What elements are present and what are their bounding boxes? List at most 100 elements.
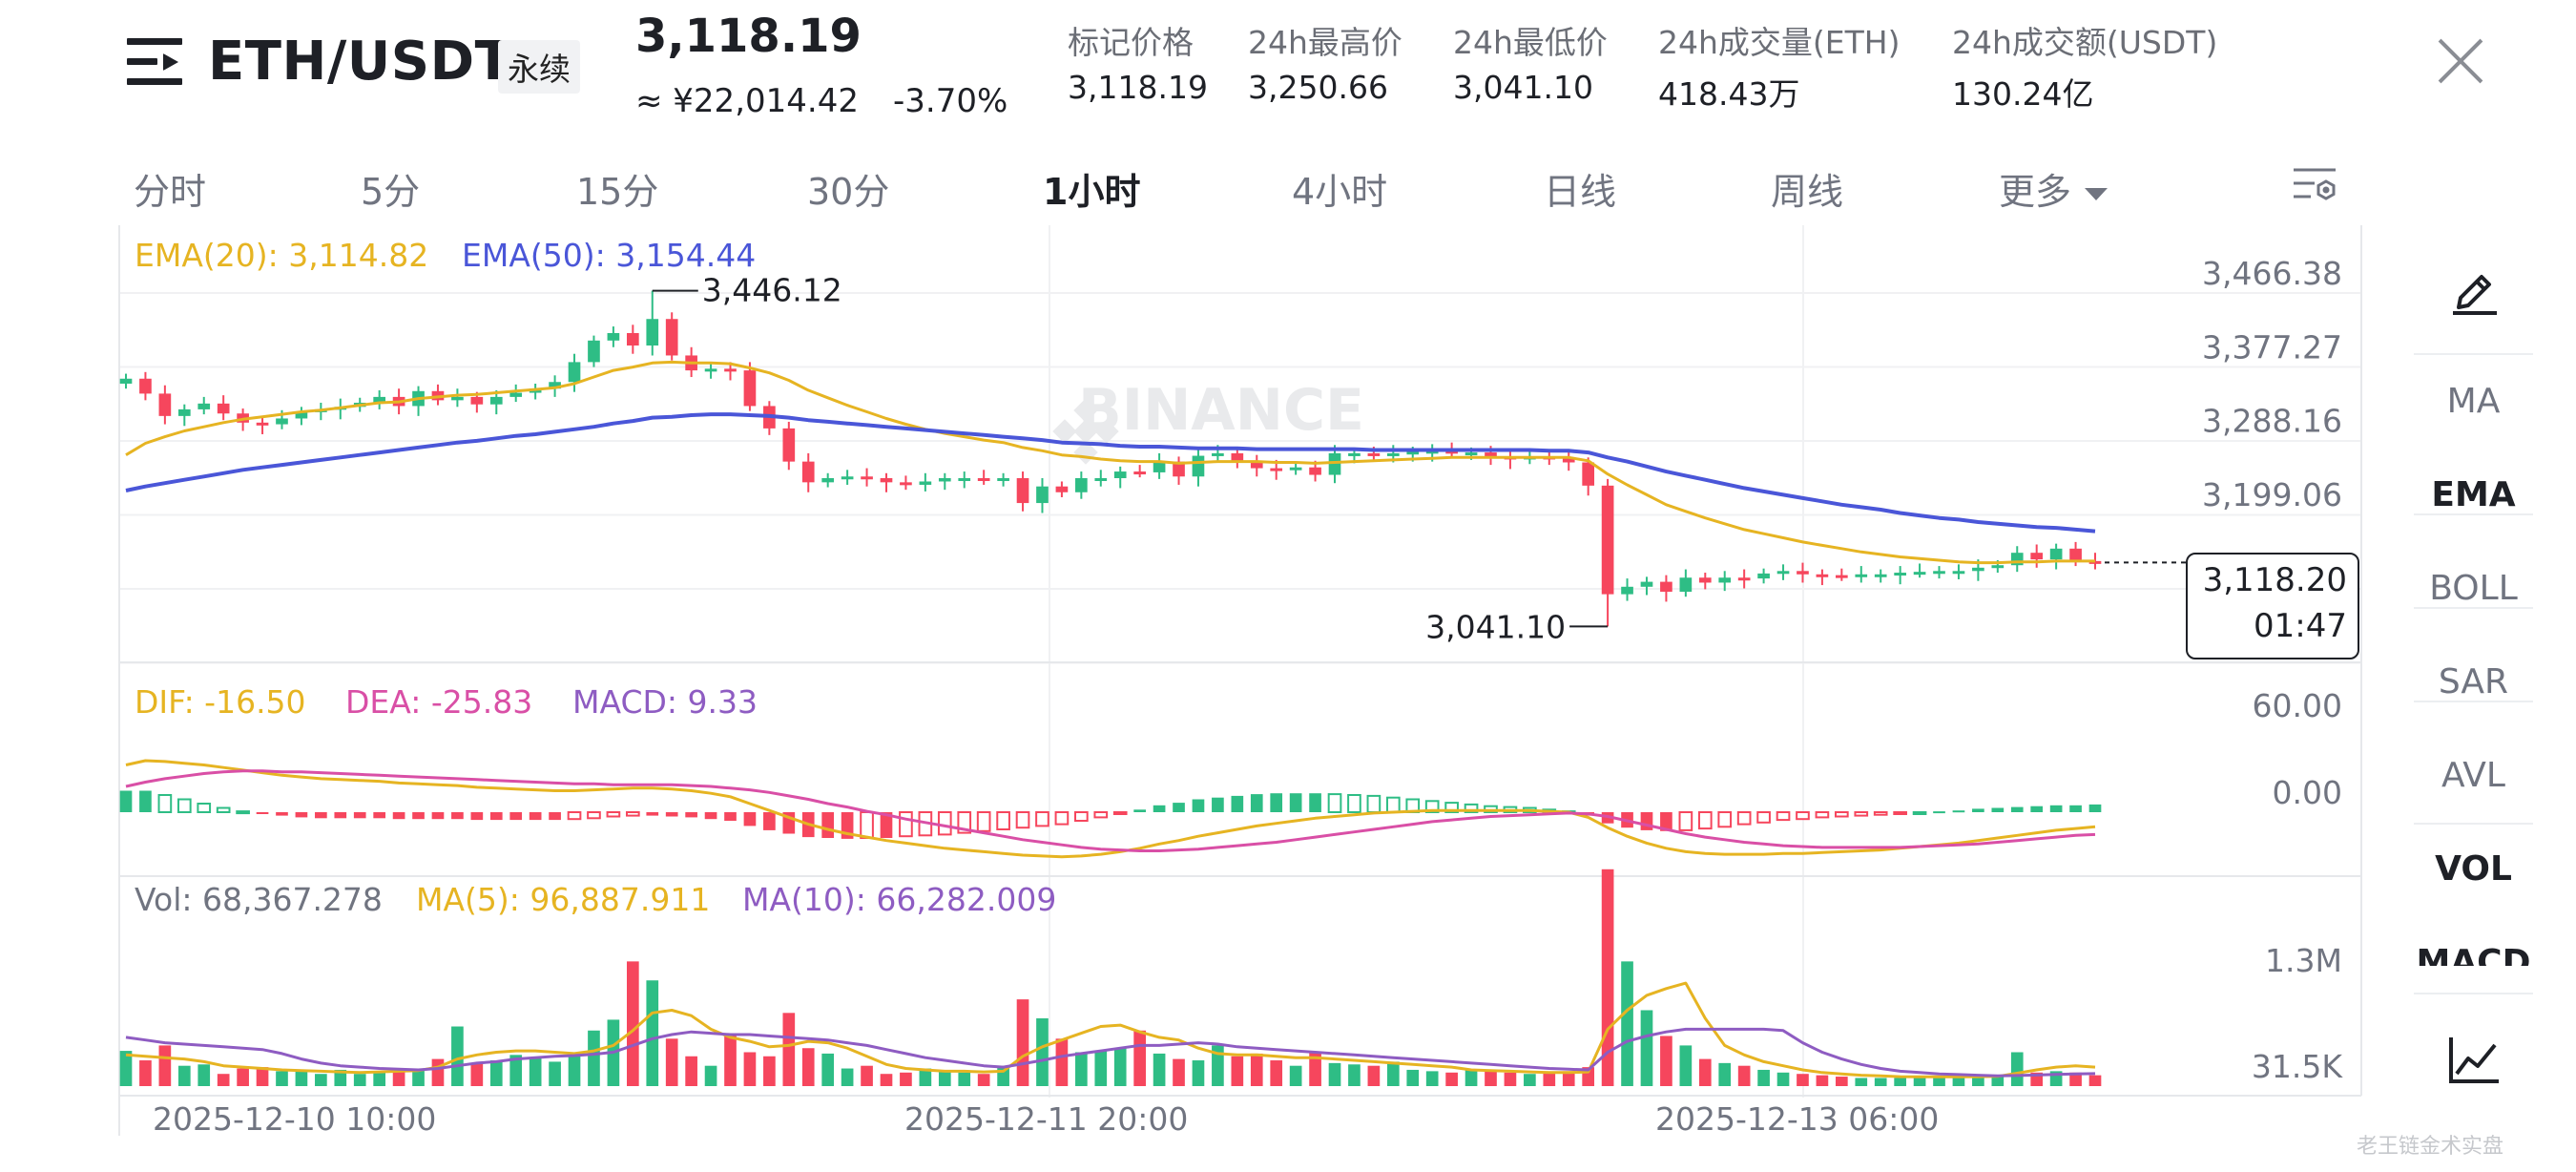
- volume-bar: [1679, 1045, 1693, 1086]
- candle-body: [1621, 586, 1633, 595]
- candle-body: [1718, 577, 1732, 583]
- candle-body: [1425, 450, 1439, 454]
- macd-bar: [236, 810, 250, 815]
- candle-body: [1562, 458, 1575, 463]
- macd-bar: [1972, 808, 1984, 812]
- candle-body: [1386, 452, 1400, 456]
- volume-bar: [977, 1074, 990, 1086]
- macd-bar: [373, 812, 385, 819]
- volume-bar: [1874, 1078, 1887, 1086]
- candle-body: [841, 476, 854, 480]
- macd-bar: [1952, 810, 1965, 813]
- tab-time-sharing[interactable]: 分时: [134, 171, 207, 213]
- volume-bar: [1737, 1065, 1751, 1086]
- volume-axis-label: 31.5K: [2252, 1048, 2343, 1085]
- macd-bar: [1815, 811, 1830, 819]
- volume-bar: [256, 1067, 269, 1086]
- candle-body: [489, 396, 503, 405]
- macd-bar: [1444, 802, 1459, 813]
- candle-body: [1972, 567, 1984, 572]
- tab-more[interactable]: 更多: [1999, 162, 2109, 215]
- pencil-icon[interactable]: [2447, 265, 2503, 315]
- last-price: 3,118.19: [635, 10, 862, 63]
- sidebar-item-vol[interactable]: VOL: [2435, 849, 2512, 889]
- volume-bar: [1113, 1048, 1127, 1086]
- volume-bar: [549, 1061, 561, 1086]
- macd-bar: [1309, 793, 1321, 812]
- volume-bar: [1776, 1072, 1790, 1086]
- candle-countdown: 01:47: [2254, 607, 2347, 645]
- pair-name[interactable]: ETH/USDT: [208, 31, 512, 93]
- macd-bar: [1660, 812, 1672, 831]
- tab-weekly[interactable]: 周线: [1771, 171, 1844, 213]
- candle-body: [119, 378, 133, 384]
- macd-bar: [1991, 807, 2005, 812]
- candle-body: [1855, 574, 1868, 577]
- sidebar-item-sar[interactable]: SAR: [2438, 662, 2509, 701]
- volume-bar: [470, 1062, 484, 1086]
- volume-bar: [763, 1056, 776, 1086]
- volume-bar: [841, 1068, 854, 1086]
- time-axis-label: 2025-12-10 10:00: [153, 1100, 436, 1138]
- candle-body: [1836, 575, 1848, 578]
- candle-body: [1055, 486, 1069, 492]
- macd-bar: [353, 812, 366, 819]
- volume-bar: [276, 1071, 288, 1086]
- volume-bar: [1933, 1077, 1945, 1086]
- macd-bar: [1464, 803, 1479, 814]
- sidebar-item-boll[interactable]: BOLL: [2429, 569, 2518, 608]
- macd-bar: [1933, 811, 1945, 814]
- macd-bar: [451, 812, 464, 820]
- volume-bar: [1698, 1058, 1712, 1086]
- macd-bar: [509, 812, 523, 821]
- line-chart-icon[interactable]: [2447, 1036, 2503, 1085]
- candle-body: [1270, 468, 1283, 471]
- volume-bar: [1757, 1069, 1770, 1086]
- volume-bar: [1094, 1051, 1108, 1086]
- sidebar-divider: [2414, 607, 2533, 609]
- candle-body: [1913, 572, 1926, 576]
- sidebar-item-ema[interactable]: EMA: [2431, 475, 2516, 514]
- sidebar-item-avl[interactable]: AVL: [2441, 756, 2505, 795]
- macd-bar: [1250, 794, 1263, 812]
- volume-bar: [724, 1036, 737, 1086]
- macd-bar: [1054, 811, 1070, 826]
- chart-settings-icon[interactable]: [2290, 164, 2339, 208]
- legend-ema50: EMA(50): 3,154.44: [462, 237, 757, 274]
- sidebar-item-macd[interactable]: MACD: [2416, 943, 2531, 966]
- candle-body: [646, 319, 659, 346]
- volume-bar: [1055, 1038, 1069, 1086]
- candle-body: [470, 396, 484, 405]
- vol-ma10-line: [125, 1027, 2096, 1078]
- stat-value-mark-price: 3,118.19: [1068, 69, 1208, 106]
- tab-30m[interactable]: 30分: [807, 171, 890, 213]
- sidebar-divider: [2414, 701, 2533, 702]
- tab-1h[interactable]: 1小时: [1043, 171, 1141, 213]
- macd-bar: [177, 798, 192, 813]
- tab-5m[interactable]: 5分: [361, 171, 421, 213]
- candle-body: [1328, 452, 1341, 475]
- tab-daily[interactable]: 日线: [1544, 171, 1617, 213]
- macd-bar: [1347, 794, 1361, 813]
- legend-macd: MACD: 9.33: [572, 683, 758, 721]
- volume-bar: [217, 1074, 230, 1086]
- volume-bar: [1445, 1072, 1458, 1086]
- candle-body: [139, 378, 152, 394]
- legend-ma5: MA(5): 96,887.911: [416, 881, 711, 918]
- time-axis: 2025-12-10 10:00 2025-12-11 20:00 2025-12-…: [153, 1100, 1939, 1138]
- volume-bar: [919, 1068, 932, 1086]
- sidebar-item-ma[interactable]: MA: [2446, 382, 2501, 421]
- macd-bar: [1327, 793, 1342, 813]
- candle-body: [900, 482, 912, 486]
- candle-body: [1465, 452, 1478, 456]
- menu-icon[interactable]: [127, 36, 182, 88]
- legend-ema20: EMA(20): 3,114.82: [135, 237, 429, 274]
- volume-bar: [1153, 1053, 1166, 1086]
- macd-bar: [276, 812, 288, 816]
- tab-4h[interactable]: 4小时: [1292, 171, 1388, 213]
- tab-more-label: 更多: [1999, 171, 2072, 213]
- stat-value-24h-volume-eth: 418.43万: [1658, 75, 1800, 113]
- macd-bar: [1873, 811, 1888, 816]
- tab-15m[interactable]: 15分: [576, 171, 659, 213]
- macd-bar: [743, 812, 757, 827]
